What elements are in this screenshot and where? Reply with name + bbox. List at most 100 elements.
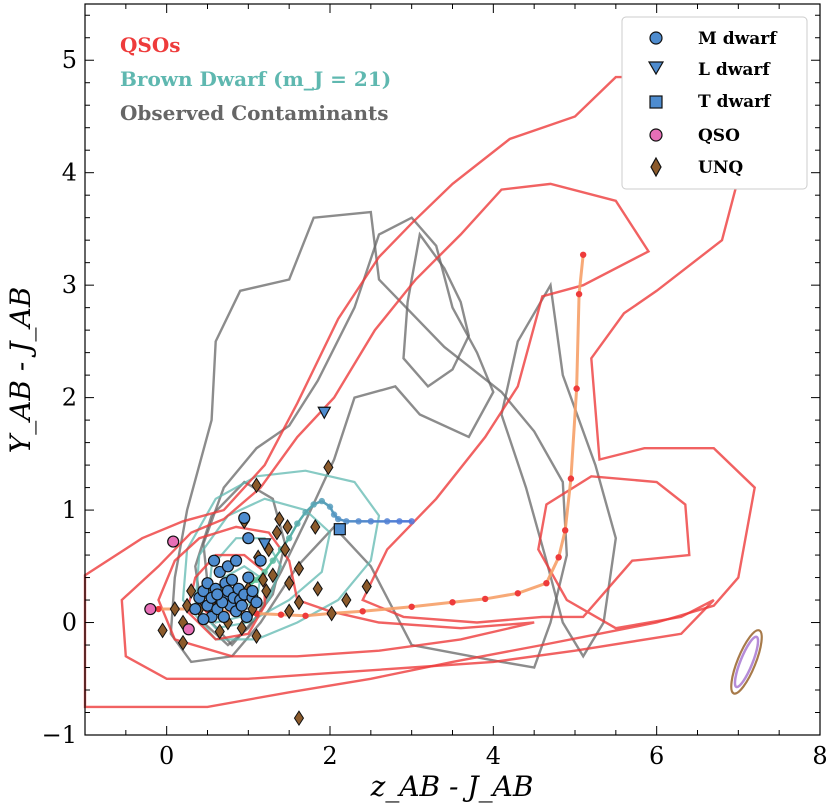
brown-dwarf-track-point [334, 515, 342, 523]
qso-track-point [579, 251, 587, 258]
unq-marker [251, 477, 262, 494]
m-dwarf-marker [235, 599, 248, 612]
legend-marker-l-dwarf [647, 61, 665, 76]
qso-marker [167, 535, 180, 548]
unq-marker [310, 519, 321, 535]
error-ellipse [730, 629, 763, 695]
legend-label-m-dwarf: M dwarf [698, 29, 778, 49]
error-ellipse-outer [730, 629, 763, 695]
unq-marker [267, 567, 278, 584]
m-dwarf-marker [201, 577, 214, 590]
x-tick-label: 0 [159, 742, 174, 770]
annotation-contaminants: Observed Contaminants [120, 101, 389, 125]
m-dwarf-marker [221, 560, 235, 573]
contaminant-contour [402, 231, 471, 388]
legend-box [621, 16, 808, 190]
brown-dwarf-track-point [269, 557, 277, 564]
unq-marker [293, 560, 305, 577]
unq-marker [282, 519, 293, 535]
qso-track-point [514, 590, 522, 597]
m-dwarf-marker [197, 613, 210, 626]
legend-label-t-dwarf: T dwarf [698, 92, 772, 112]
m-dwarf-marker [217, 610, 230, 624]
qso-marker [144, 602, 157, 616]
unq-marker [177, 634, 189, 651]
x-tick-label: 4 [486, 742, 501, 770]
tick-layer: 0 2 4 6 8 −1 0 1 2 3 4 5 [42, 4, 828, 770]
unq-marker [279, 541, 291, 558]
unq-marker [251, 628, 262, 644]
qso-track-point [543, 579, 550, 587]
qso-track-point [555, 554, 562, 561]
legend-marker-unq [650, 156, 662, 178]
brown-dwarf-track-point [383, 518, 391, 525]
y-axis-label: Y_AB - J_AB [4, 287, 37, 454]
m-dwarf-marker [225, 573, 239, 586]
y-tick-label: 3 [62, 271, 77, 299]
qso-track-point [277, 611, 285, 618]
unq-marker [284, 603, 295, 620]
unq-marker [169, 601, 180, 617]
contaminant-contour [169, 210, 569, 669]
unq-marker [293, 710, 305, 727]
annotation-qso: QSOs [120, 33, 181, 57]
m-dwarf-marker [238, 511, 251, 525]
brown-dwarf-track-point [302, 509, 309, 516]
unq-marker [326, 605, 337, 622]
legend: M dwarf L dwarf T dwarf QSO UNQ [621, 16, 808, 190]
m-dwarf-marker [242, 571, 255, 584]
unq-marker [157, 622, 168, 639]
brown-dwarf-track-point [253, 576, 260, 584]
brown-dwarf-contour [194, 497, 332, 630]
m-dwarf-marker [240, 610, 253, 624]
brown-dwarf-track-point [367, 518, 375, 525]
y-tick-label: −1 [42, 721, 77, 749]
unq-marker [186, 583, 197, 599]
m-dwarf-marker [207, 554, 221, 567]
m-dwarf-marker [189, 602, 202, 616]
unq-marker [236, 620, 247, 637]
brown-dwarf-track-point [326, 503, 334, 510]
m-dwarf-marker [250, 596, 263, 609]
legend-label-qso: QSO [698, 126, 740, 146]
error-ellipse-inner [733, 635, 760, 689]
unq-marker [257, 571, 269, 588]
y-tick-label: 0 [62, 609, 77, 637]
legend-label-unq: UNQ [698, 158, 743, 178]
qso-track-point [481, 595, 489, 603]
unq-marker [312, 580, 323, 597]
t-dwarf-marker [333, 523, 346, 536]
unq-marker [341, 592, 352, 608]
qso-contour [157, 525, 535, 658]
unq-marker [271, 524, 283, 541]
x-tick-label: 2 [322, 742, 337, 770]
qso-track-point [302, 612, 309, 619]
brown-dwarf-track-point [408, 518, 415, 525]
x-axis-label: z_AB - J_AB [370, 770, 534, 803]
legend-label-l-dwarf: L dwarf [698, 60, 771, 80]
qso-track-point [359, 608, 366, 615]
m-dwarf-marker [246, 584, 259, 598]
brown-dwarf-track-point [294, 520, 301, 527]
legend-marker-qso [649, 128, 663, 142]
track-layer [155, 251, 587, 619]
marker-layer [144, 406, 372, 727]
m-dwarf-marker [213, 565, 226, 579]
brown-dwarf-track-point [318, 497, 326, 505]
legend-marker-t-dwarf [649, 95, 663, 109]
y-tick-label: 2 [62, 384, 77, 412]
y-tick-label: 5 [62, 46, 77, 74]
brown-dwarf-track-point [330, 511, 338, 518]
qso-track-point [567, 475, 575, 482]
brown-dwarf-track-point [310, 501, 317, 508]
qso-track-point [408, 603, 415, 610]
qso-contour [120, 182, 715, 680]
m-dwarf-marker [211, 588, 224, 601]
m-dwarf-marker [254, 554, 267, 567]
m-dwarf-marker [229, 554, 243, 567]
y-tick-label: 4 [62, 159, 77, 187]
m-dwarf-marker [242, 532, 255, 545]
y-tick-label: 1 [62, 496, 77, 524]
qso-track-point [562, 527, 569, 534]
